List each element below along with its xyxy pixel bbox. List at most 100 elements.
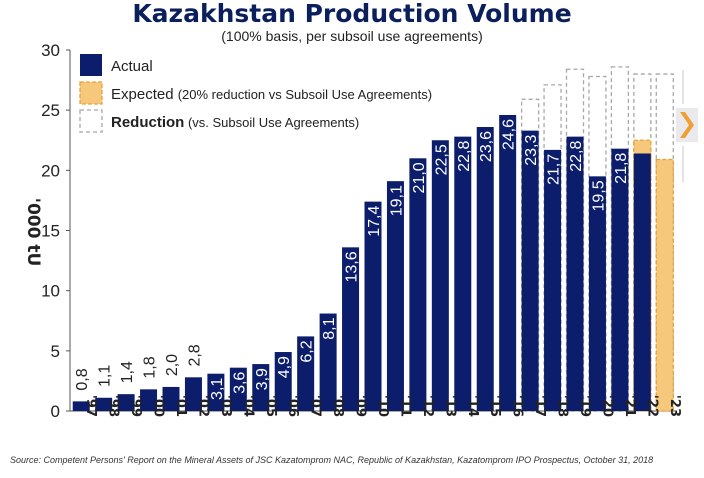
chart-title: Kazakhstan Production Volume: [132, 0, 572, 28]
actual-bar: [184, 377, 202, 411]
actual-bar: [431, 140, 449, 411]
actual-bar: [95, 397, 113, 411]
chart-subtitle: (100% basis, per subsoil use agreements): [221, 28, 483, 44]
source-note: Source: Competent Persons' Report on the…: [10, 455, 654, 465]
y-tick-label: 10: [41, 282, 60, 301]
data-label: 21,7: [546, 154, 563, 185]
actual-bar: [140, 389, 158, 411]
x-tick-label: '10: [375, 395, 390, 417]
x-tick-label: '09: [353, 395, 368, 417]
y-axis-label: '000 tU: [23, 198, 43, 267]
data-label: 1,4: [119, 361, 136, 383]
y-tick-label: 15: [41, 222, 60, 241]
data-label: 24,6: [501, 119, 518, 150]
x-tick-label: '12: [420, 395, 435, 417]
data-label: 22,8: [456, 141, 473, 172]
data-label: 17,4: [366, 206, 383, 237]
legend-swatch-actual: [80, 54, 102, 76]
y-tick-label: 25: [41, 101, 60, 120]
actual-bar: [297, 336, 315, 411]
data-label: 23,3: [523, 135, 540, 166]
y-tick-label: 30: [41, 41, 60, 60]
data-label: 22,5: [433, 144, 450, 175]
data-label: 13,6: [344, 251, 361, 282]
actual-bar: [72, 401, 90, 411]
actual-bar: [252, 364, 270, 411]
data-label: 3,6: [231, 372, 248, 394]
actual-bar: [229, 367, 247, 411]
data-label: 3,1: [209, 378, 226, 400]
actual-bar: [611, 148, 629, 411]
data-label: 22,8: [568, 141, 585, 172]
actual-bar: [566, 136, 584, 411]
actual-bar: [409, 158, 427, 411]
y-tick-label: 5: [51, 342, 60, 361]
expected-bar: [655, 158, 674, 412]
x-tick-label: '18: [555, 395, 570, 417]
x-tick-label: '15: [487, 395, 502, 417]
data-label: 21,0: [411, 162, 428, 193]
legend-label-reduction: Reduction (vs. Subsoil Use Agreements): [111, 114, 359, 131]
data-label: 19,1: [388, 185, 405, 216]
x-tick-label: '13: [442, 395, 457, 417]
x-tick-label: '23: [667, 395, 682, 417]
actual-bar: [521, 130, 539, 411]
data-label: 23,6: [478, 131, 495, 162]
actual-bar: [364, 201, 382, 411]
data-label: 19,5: [590, 180, 607, 211]
x-tick-label: '97: [83, 395, 98, 417]
x-tick-label: '08: [330, 395, 345, 417]
x-tick-label: '06: [285, 395, 300, 417]
legend-label-expected-main: Expected: [111, 86, 178, 103]
x-tick-label: '07: [308, 395, 323, 417]
actual-bar: [476, 127, 494, 411]
legend-label-actual: Actual: [111, 58, 153, 75]
data-label: 21,8: [613, 153, 630, 184]
data-label: 8,1: [321, 317, 338, 339]
data-label: 3,9: [254, 368, 271, 390]
x-tick-label: '05: [263, 395, 278, 417]
legend-swatch-reduction: [79, 109, 103, 133]
legend-label-reduction-bold: Reduction: [111, 114, 184, 131]
actual-bar: [454, 136, 472, 411]
data-label: 1,8: [142, 356, 159, 378]
x-tick-label: '14: [465, 395, 480, 417]
actual-bar: [117, 394, 135, 411]
data-label: 4,9: [276, 356, 293, 378]
actual-bar: [588, 176, 606, 411]
x-tick-label: '03: [218, 395, 233, 417]
data-label: 1,1: [97, 365, 114, 387]
actual-bar: [319, 313, 337, 411]
x-tick-label: '99: [128, 395, 143, 417]
legend-swatch-expected: [79, 81, 103, 105]
data-label: 2,0: [164, 354, 181, 376]
actual-bar: [342, 247, 360, 411]
legend-label-reduction-rest: (vs. Subsoil Use Agreements): [184, 115, 359, 130]
x-tick-label: '16: [510, 395, 525, 417]
actual-bar: [633, 153, 651, 411]
x-tick-label: '20: [599, 395, 614, 417]
y-tick-label: 0: [51, 402, 60, 421]
data-label: 0,8: [74, 368, 91, 390]
x-tick-label: '00: [151, 395, 166, 417]
x-tick-label: '19: [577, 395, 592, 417]
chevron-right-icon: [676, 108, 698, 142]
actual-bar: [207, 373, 225, 411]
data-label: 6,2: [299, 340, 316, 362]
x-tick-label: '11: [397, 395, 412, 417]
actual-bar: [499, 114, 517, 411]
x-tick-label: '01: [173, 395, 188, 417]
x-tick-label: '98: [106, 395, 121, 417]
legend-label-expected-rest: (20% reduction vs Subsoil Use Agreements…: [178, 87, 432, 102]
actual-bar: [544, 149, 562, 412]
actual-bar: [274, 352, 292, 411]
x-tick-label: '04: [240, 395, 255, 417]
x-tick-label: '02: [195, 395, 210, 417]
actual-bar: [162, 386, 180, 411]
x-tick-label: '21: [622, 395, 637, 417]
data-label: 2,8: [186, 344, 203, 366]
y-tick-label: 20: [41, 161, 60, 180]
x-tick-label: '22: [644, 395, 659, 417]
legend-label-expected: Expected (20% reduction vs Subsoil Use A…: [111, 86, 432, 103]
